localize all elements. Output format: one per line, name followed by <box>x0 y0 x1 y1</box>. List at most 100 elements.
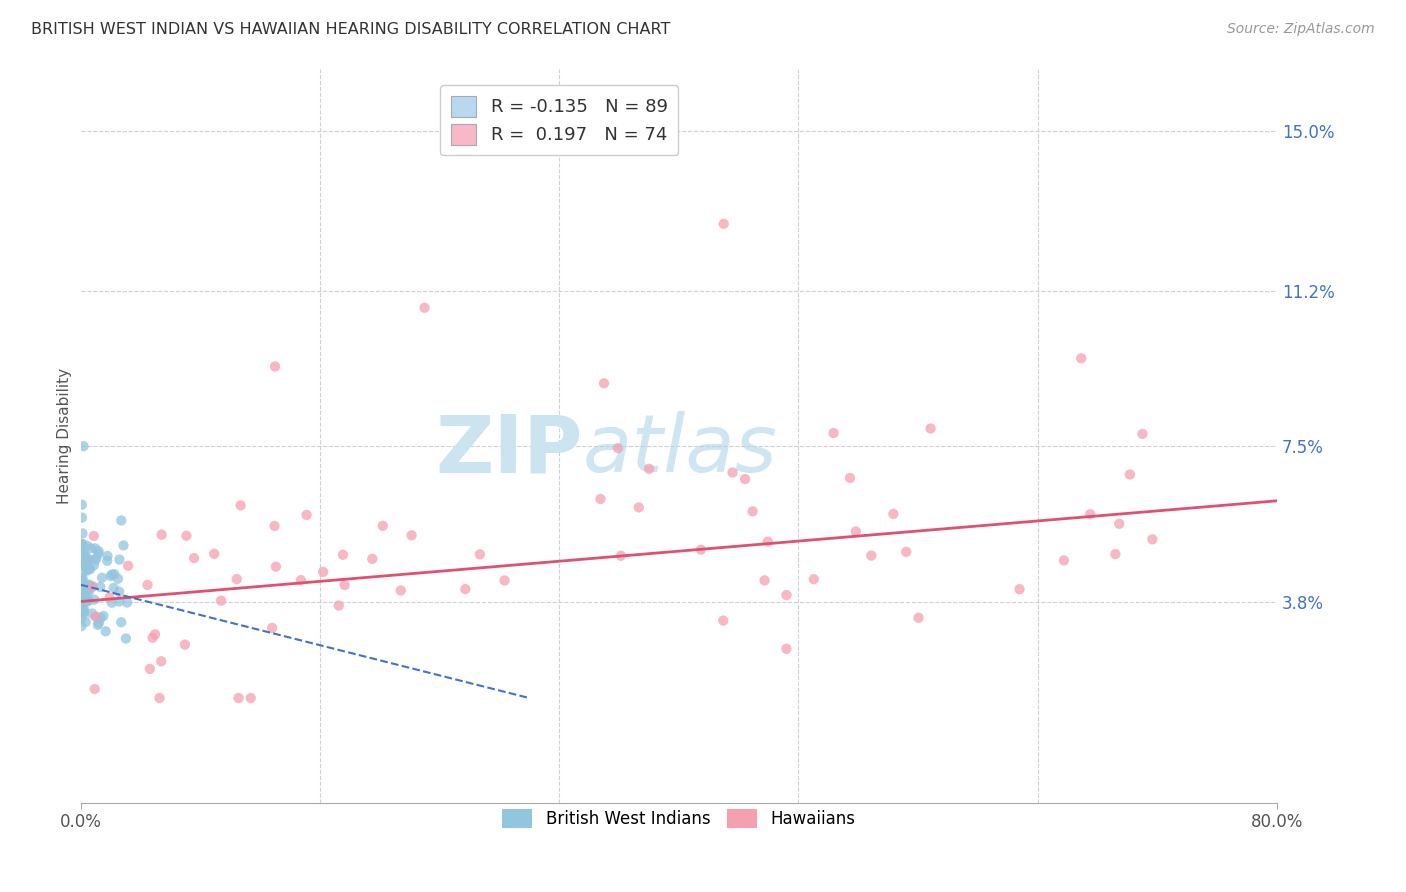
Point <box>70 611 93 625</box>
Point <box>142 631 165 645</box>
Point <box>1119 467 1142 482</box>
Point <box>882 507 904 521</box>
Point <box>754 574 776 588</box>
Point <box>332 548 354 562</box>
Point <box>607 441 630 455</box>
Point <box>96 554 118 568</box>
Point <box>73 588 96 602</box>
Point <box>333 578 356 592</box>
Point <box>79 562 101 576</box>
Point <box>73 547 96 561</box>
Point <box>83 558 105 573</box>
Text: BRITISH WEST INDIAN VS HAWAIIAN HEARING DISABILITY CORRELATION CHART: BRITISH WEST INDIAN VS HAWAIIAN HEARING … <box>31 22 671 37</box>
Point <box>860 549 883 563</box>
Point <box>82 580 104 594</box>
Point <box>371 518 394 533</box>
Point <box>108 594 131 608</box>
Point <box>72 604 94 618</box>
Point <box>454 582 477 596</box>
Point <box>94 624 117 639</box>
Point <box>70 579 93 593</box>
Point <box>101 596 124 610</box>
Point <box>72 439 94 453</box>
Point <box>84 609 107 624</box>
Point <box>1142 533 1164 547</box>
Point <box>174 638 197 652</box>
Point <box>77 593 100 607</box>
Point <box>73 602 96 616</box>
Point <box>73 548 96 562</box>
Point <box>70 605 93 619</box>
Point <box>100 569 122 583</box>
Point <box>638 462 661 476</box>
Point <box>110 615 132 630</box>
Point <box>262 621 284 635</box>
Point <box>70 600 93 615</box>
Point <box>713 217 735 231</box>
Point <box>73 589 96 603</box>
Point <box>103 581 125 595</box>
Point <box>494 574 516 588</box>
Point <box>264 559 287 574</box>
Point <box>72 558 94 572</box>
Point <box>389 583 412 598</box>
Point <box>72 526 94 541</box>
Point <box>72 557 94 571</box>
Point <box>103 567 125 582</box>
Point <box>721 466 744 480</box>
Point <box>84 541 107 556</box>
Point <box>115 595 138 609</box>
Point <box>83 592 105 607</box>
Point <box>87 617 110 632</box>
Point <box>907 611 929 625</box>
Point <box>75 553 97 567</box>
Point <box>70 574 93 588</box>
Point <box>80 541 103 556</box>
Point <box>87 547 110 561</box>
Point <box>1053 553 1076 567</box>
Point <box>72 572 94 586</box>
Point <box>823 425 845 440</box>
Point <box>76 564 98 578</box>
Point <box>108 552 131 566</box>
Point <box>803 572 825 586</box>
Point <box>75 558 97 572</box>
Point <box>150 527 173 541</box>
Point <box>91 571 114 585</box>
Point <box>70 553 93 567</box>
Point <box>86 610 108 624</box>
Point <box>112 538 135 552</box>
Point <box>89 580 111 594</box>
Point <box>76 552 98 566</box>
Point <box>627 500 650 515</box>
Point <box>1104 547 1126 561</box>
Point <box>117 558 139 573</box>
Point <box>115 632 138 646</box>
Point <box>845 524 868 539</box>
Point <box>775 588 797 602</box>
Point <box>610 549 633 563</box>
Point <box>690 542 713 557</box>
Point <box>83 529 105 543</box>
Point <box>83 681 105 696</box>
Point <box>75 615 97 629</box>
Point <box>75 579 97 593</box>
Point <box>209 593 232 607</box>
Point <box>150 654 173 668</box>
Point <box>70 602 93 616</box>
Point <box>148 691 170 706</box>
Point <box>76 594 98 608</box>
Point <box>70 599 93 614</box>
Point <box>70 510 93 524</box>
Point <box>328 599 350 613</box>
Point <box>82 607 104 621</box>
Point <box>263 519 285 533</box>
Point <box>1132 426 1154 441</box>
Point <box>589 491 612 506</box>
Point <box>72 607 94 621</box>
Point <box>86 551 108 566</box>
Point <box>76 594 98 608</box>
Point <box>77 583 100 598</box>
Point <box>93 609 115 624</box>
Point <box>87 616 110 631</box>
